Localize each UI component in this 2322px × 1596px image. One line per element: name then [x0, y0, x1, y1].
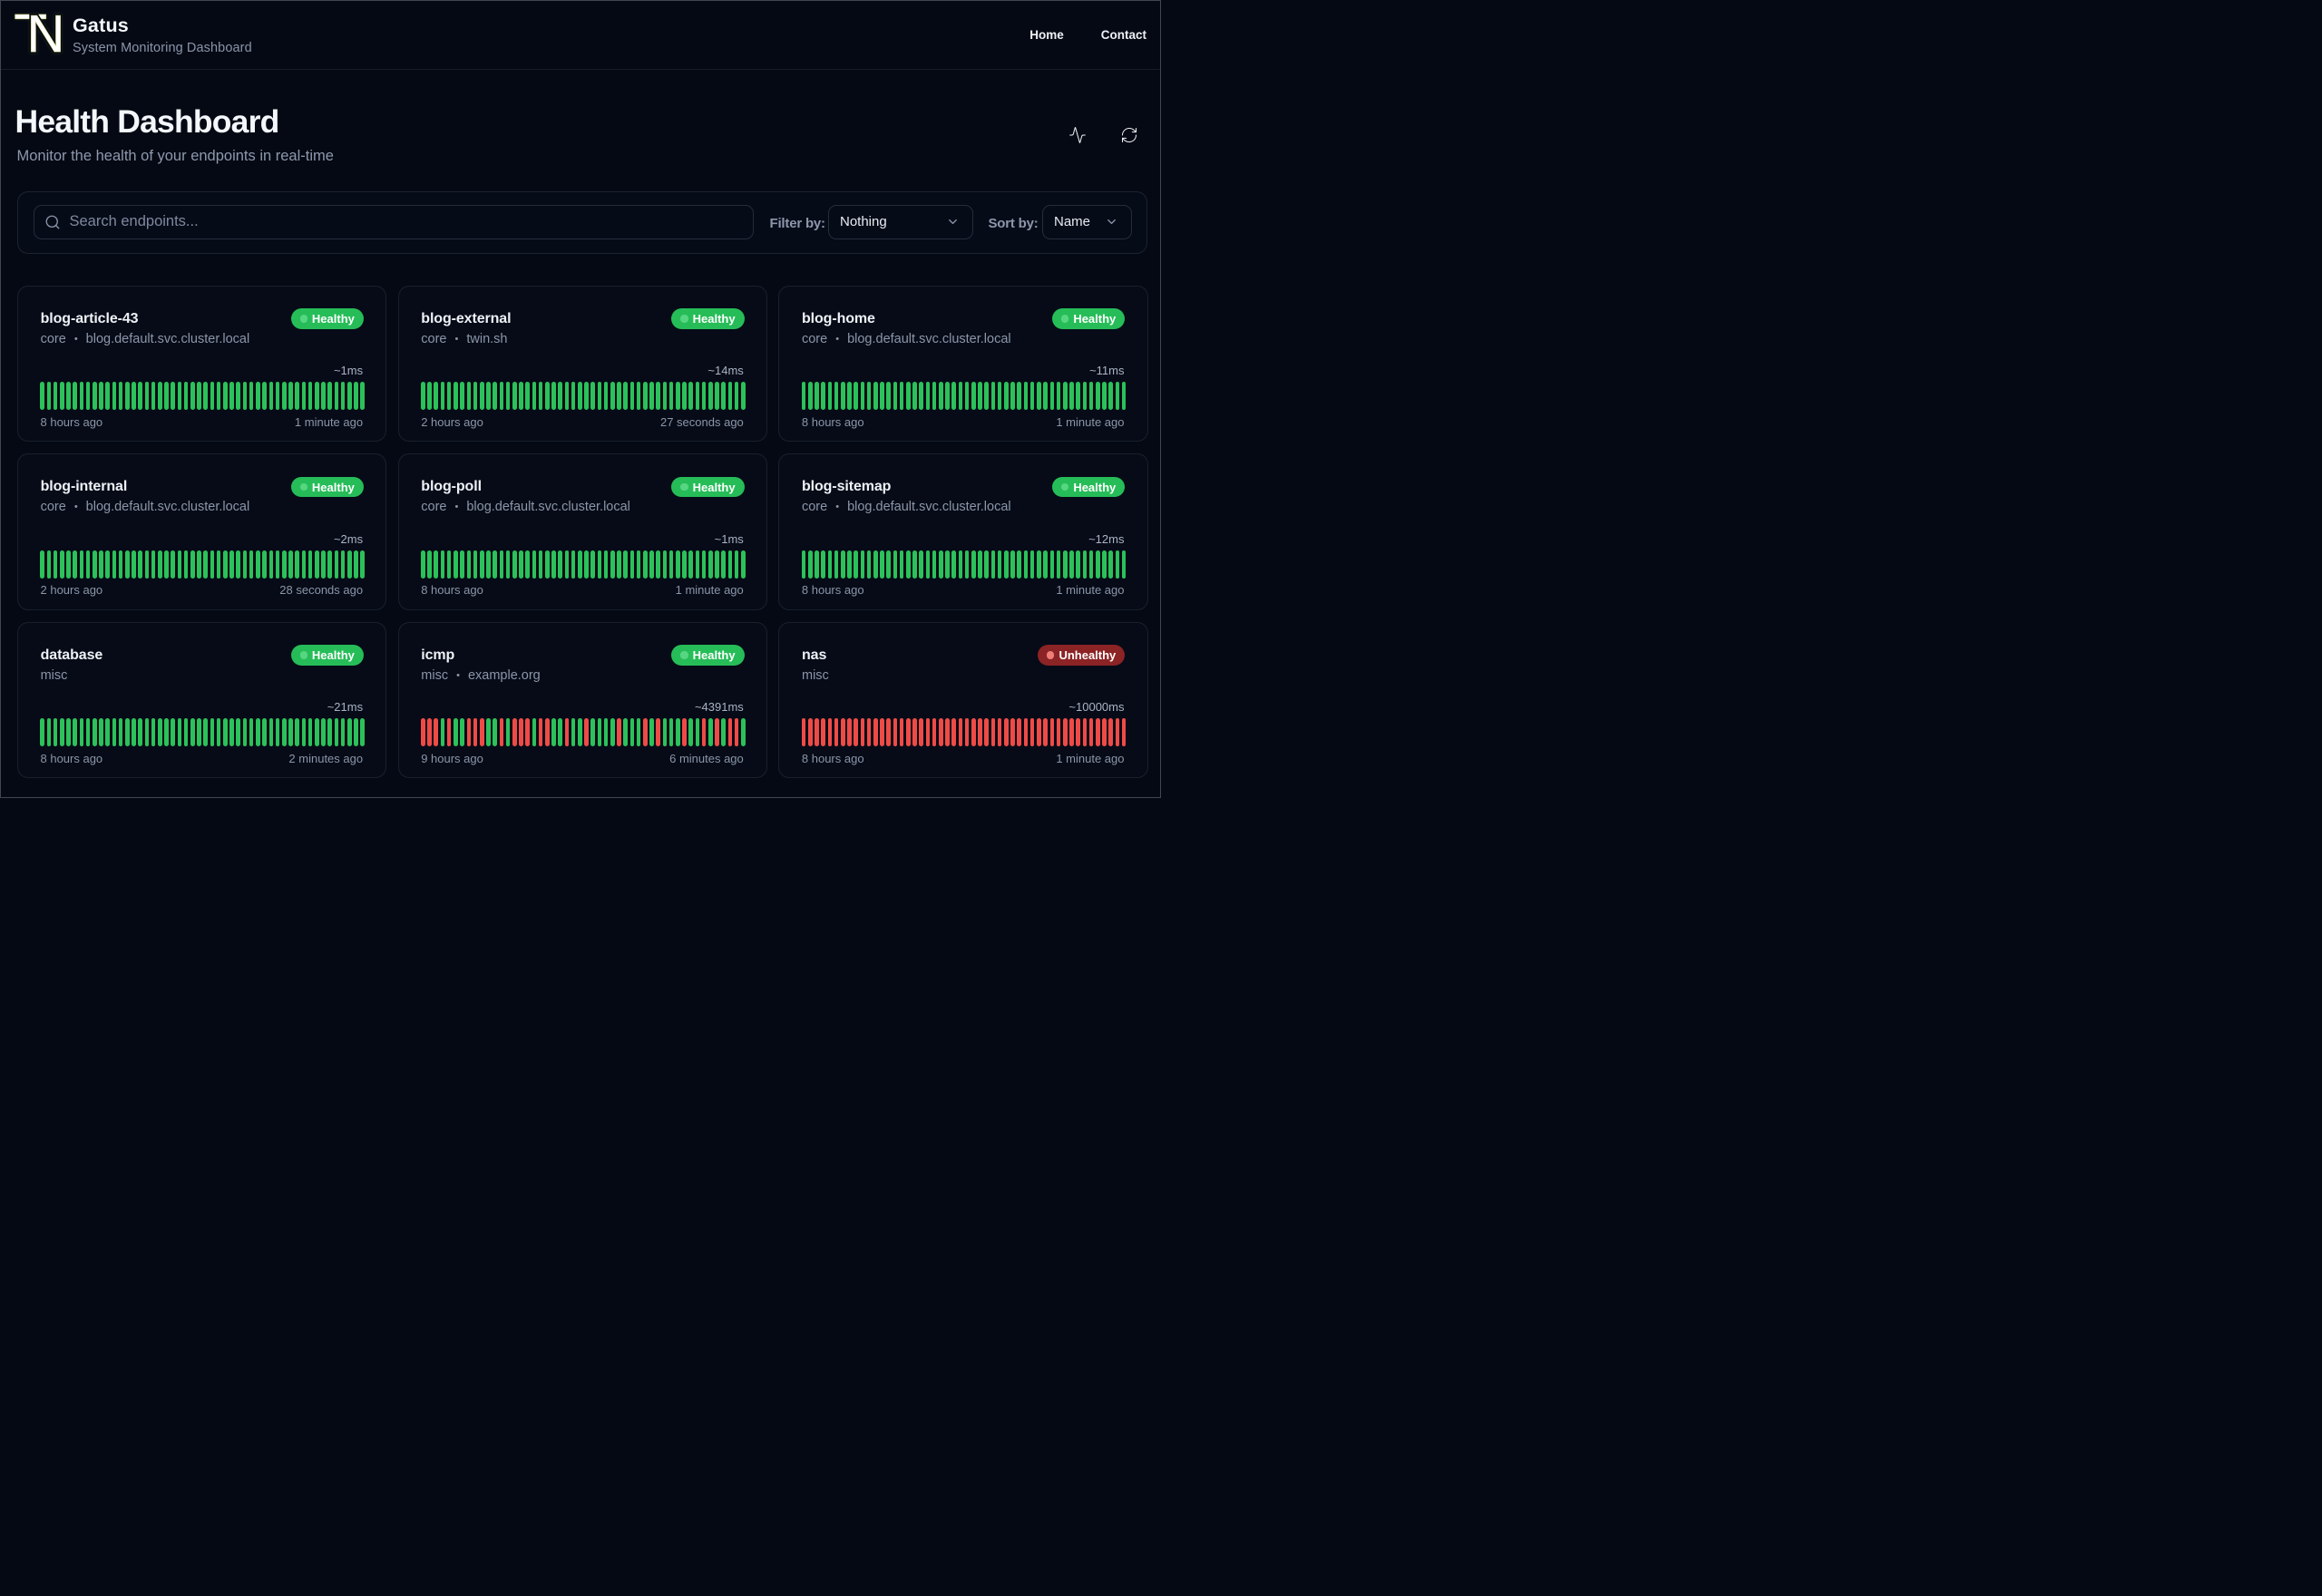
svg-text:N: N [27, 14, 62, 55]
svg-text:N: N [27, 14, 62, 55]
